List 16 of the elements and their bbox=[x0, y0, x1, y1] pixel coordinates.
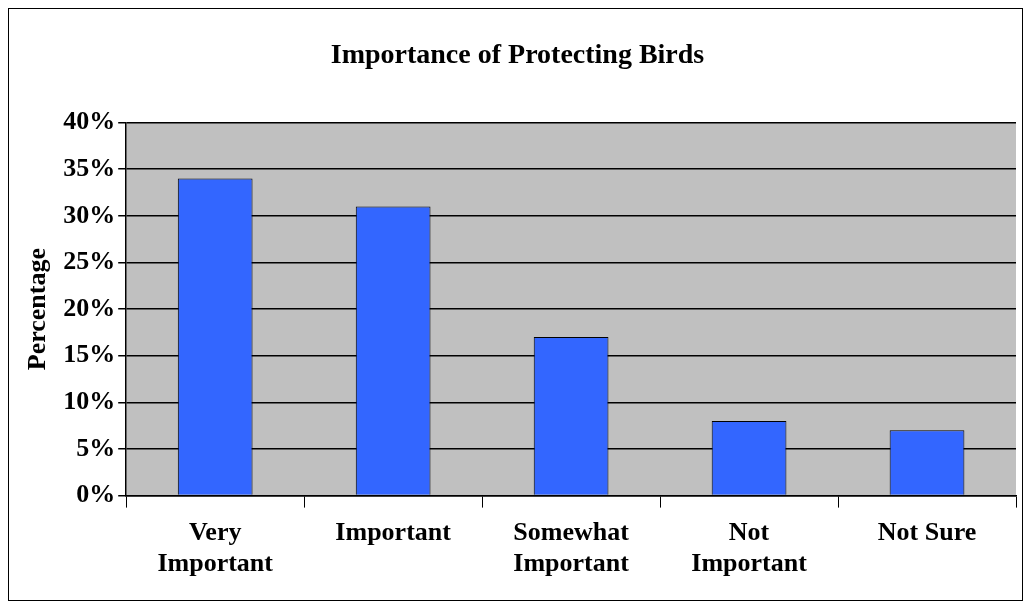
x-tick-label: Somewhat Important bbox=[513, 516, 630, 578]
x-tick-label: Not Sure bbox=[877, 516, 977, 546]
x-tick-label: Not Important bbox=[691, 516, 808, 578]
y-tick-label: 40% bbox=[63, 106, 116, 136]
x-tick-label: Very Important bbox=[157, 516, 274, 578]
y-tick-label: 10% bbox=[63, 386, 116, 416]
y-tick-label: 30% bbox=[63, 199, 116, 229]
y-tick-label: 15% bbox=[63, 339, 116, 369]
y-tick-label: 20% bbox=[63, 292, 116, 322]
y-axis-title: Percentage bbox=[22, 247, 52, 371]
y-tick-label: 5% bbox=[76, 432, 116, 462]
y-tick-label: 35% bbox=[63, 152, 116, 182]
y-tick-label: 25% bbox=[63, 246, 116, 276]
chart-title: Importance of Protecting Birds bbox=[330, 38, 705, 70]
x-tick-label: Important bbox=[335, 516, 452, 546]
y-tick-label: 0% bbox=[76, 479, 116, 509]
